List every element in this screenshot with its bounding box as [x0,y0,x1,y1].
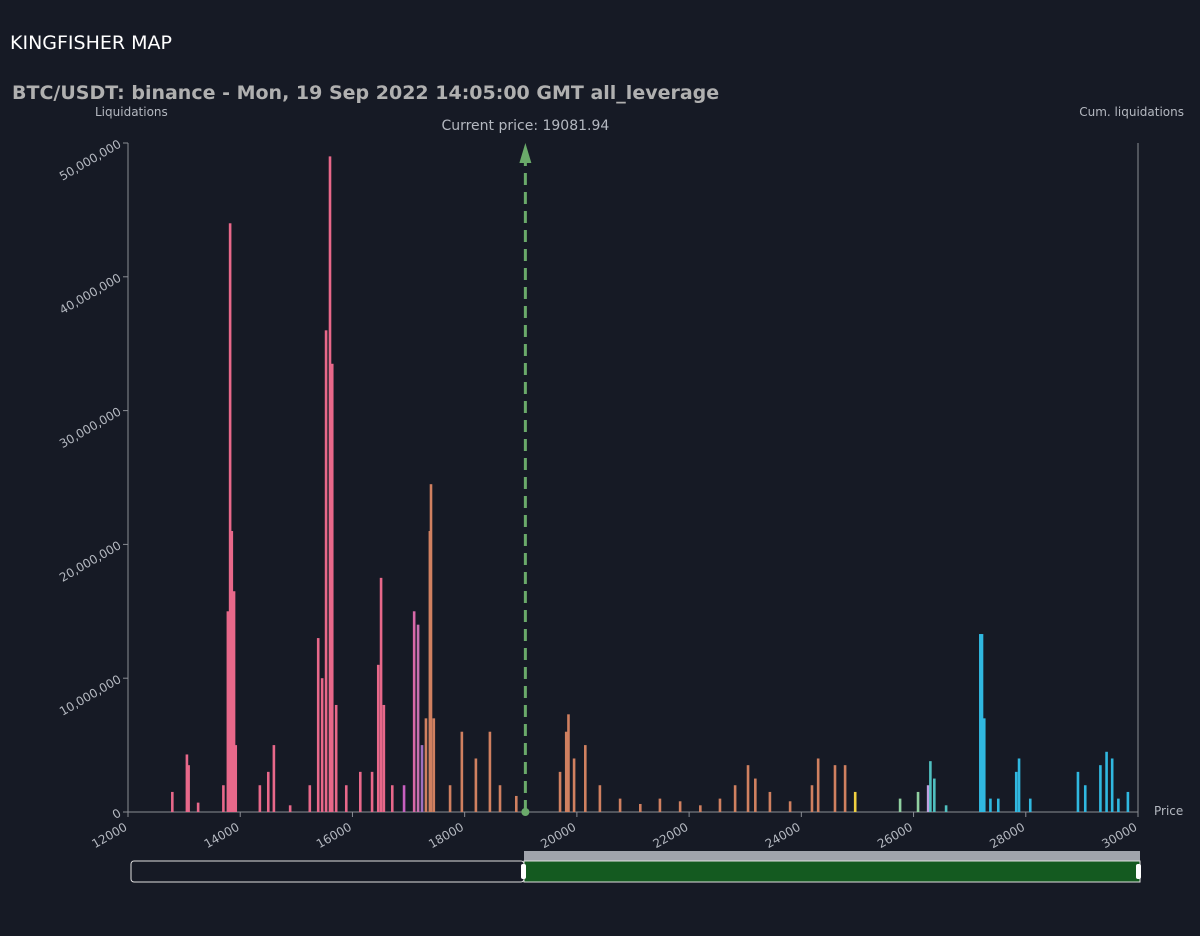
bar [222,785,225,812]
bar [420,745,424,812]
bar [266,771,270,812]
page-title: KINGFISHER MAP [10,32,172,54]
y-axis-label: Liquidations [95,105,168,119]
bar [376,664,380,812]
bar [316,638,320,812]
bar [498,785,502,812]
bar [810,785,814,812]
current-price-dot [521,808,530,816]
bar [334,704,338,812]
bar [572,758,576,812]
bar [187,765,190,812]
bar [982,718,986,812]
bar [308,785,312,812]
bar [448,785,452,812]
bar [185,754,189,812]
bar [564,731,568,812]
bar [768,791,772,812]
bar [833,765,837,812]
bar [1126,791,1130,812]
bar [816,758,820,812]
bar [390,785,394,812]
bar [929,761,932,812]
bar [258,785,262,812]
bar [996,798,1000,812]
bar [926,785,930,812]
bar [1014,771,1018,812]
bar [718,798,722,812]
bar [567,714,570,812]
scroll-grip-right[interactable] [1136,864,1141,879]
bar [226,611,230,812]
bar [228,223,232,812]
bar [474,758,478,812]
bar [558,771,562,812]
bar [328,156,332,812]
current-price-arrow [519,143,532,163]
bar [1105,751,1108,812]
bar [853,791,857,812]
scroll-handle-bar[interactable] [524,851,1140,861]
bar [1099,765,1102,812]
bar [424,718,428,812]
bar [658,798,662,812]
bar [171,791,174,812]
bar [699,805,702,812]
bar [1117,798,1120,812]
bar [234,745,238,812]
bar [618,798,622,812]
bar [1110,758,1114,812]
bar [638,803,642,812]
bar [324,330,328,812]
bar [788,801,792,812]
bar [980,634,984,812]
bar [933,778,936,812]
bar [402,785,406,812]
bar [746,765,750,812]
bar [196,802,200,812]
bar [288,805,292,812]
bar [916,791,920,812]
bar [1017,758,1021,812]
bar [370,771,374,812]
bar [432,718,436,812]
y2-axis-label: Cum. liquidations [1079,105,1184,119]
chart-title: BTC/USDT: binance - Mon, 19 Sep 2022 14:… [12,82,719,104]
bar [584,745,587,812]
bar [232,591,236,812]
bar [1083,785,1087,812]
bar [344,785,348,812]
bar [359,771,362,812]
x-axis-label: Price [1154,804,1183,818]
bar [416,624,420,812]
scroll-window[interactable] [523,860,1141,883]
bar [429,484,433,812]
bar [230,531,234,812]
bar [330,363,334,812]
bar [460,731,464,812]
bar [488,731,492,812]
bar [1076,771,1080,812]
bar [754,778,757,812]
bar [678,801,682,812]
bar [382,704,386,812]
bar [944,805,948,812]
bar [379,577,383,812]
bar [514,795,518,812]
bar [320,678,324,812]
bar [272,745,276,812]
bar [1028,798,1032,812]
scroll-grip-left[interactable] [521,864,526,879]
current-price-label: Current price: 19081.94 [441,118,609,134]
bar [733,785,737,812]
bar [898,798,902,812]
bar [989,798,992,812]
bar [598,785,602,812]
bar [843,765,847,812]
bar [979,634,982,812]
bar [412,611,416,812]
